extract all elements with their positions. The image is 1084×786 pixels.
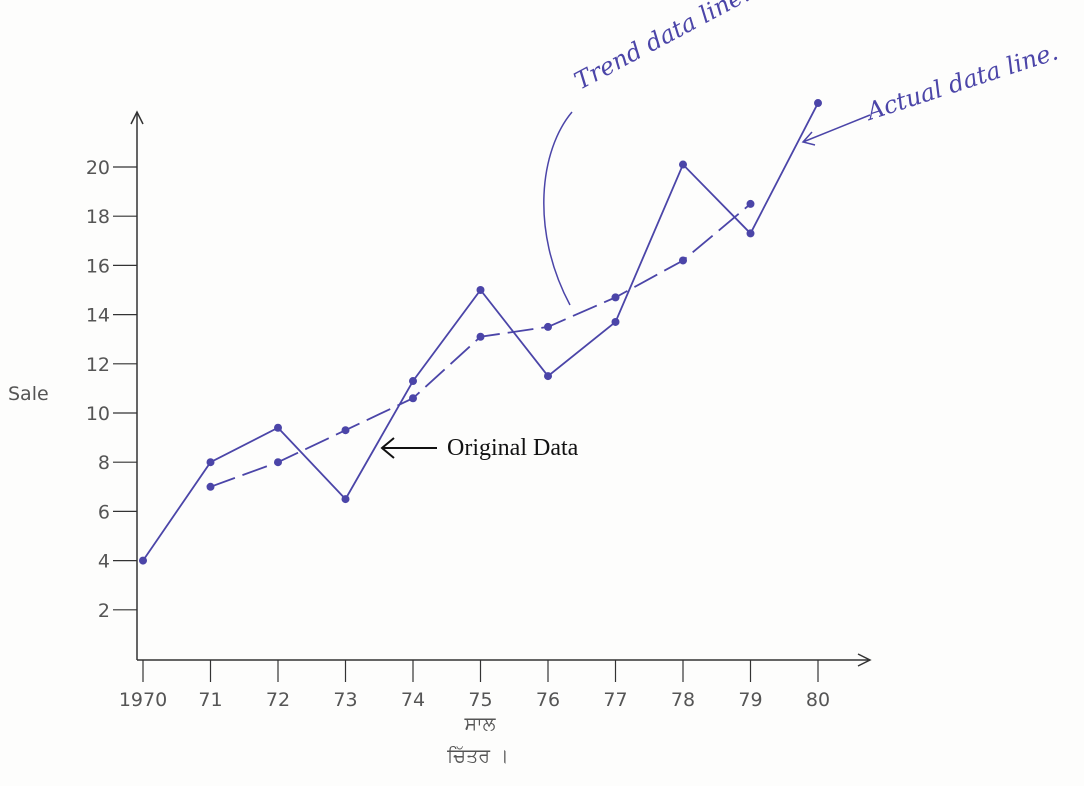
x-tick-label: 78 bbox=[671, 689, 695, 711]
data-point bbox=[409, 377, 417, 385]
data-point bbox=[679, 161, 687, 169]
data-point bbox=[274, 458, 282, 466]
y-tick-label: 12 bbox=[86, 354, 110, 376]
annotation: Original Data bbox=[447, 435, 579, 461]
data-point bbox=[477, 333, 485, 341]
y-tick-label: 16 bbox=[86, 255, 110, 277]
page: Sale ਸਾਲ ਚਿੱਤਰ । Original Data Trend dat… bbox=[0, 0, 1084, 786]
x-tick-label: 75 bbox=[468, 689, 492, 711]
y-tick-label: 6 bbox=[98, 501, 110, 523]
y-axis-label: Sale bbox=[8, 383, 49, 405]
data-point bbox=[342, 495, 350, 503]
x-tick-label: 77 bbox=[603, 689, 627, 711]
data-point bbox=[477, 286, 485, 294]
data-point bbox=[544, 372, 552, 380]
y-tick-label: 18 bbox=[86, 206, 110, 228]
chart: Sale ਸਾਲ ਚਿੱਤਰ । Original Data Trend dat… bbox=[0, 0, 1084, 786]
y-tick-label: 8 bbox=[98, 452, 110, 474]
data-point bbox=[747, 229, 755, 237]
x-tick-label: 74 bbox=[401, 689, 425, 711]
x-tick-label: 71 bbox=[198, 689, 222, 711]
y-tick-label: 2 bbox=[98, 600, 110, 622]
x-tick-label: 76 bbox=[536, 689, 560, 711]
data-point bbox=[679, 256, 687, 264]
caption: ਚਿੱਤਰ । bbox=[446, 745, 509, 767]
x-tick-label: 80 bbox=[806, 689, 830, 711]
data-point bbox=[612, 318, 620, 326]
y-tick-label: 20 bbox=[86, 157, 110, 179]
paper bbox=[0, 0, 1084, 786]
data-point bbox=[814, 99, 822, 107]
data-point bbox=[544, 323, 552, 331]
x-axis-label: ਸਾਲ bbox=[464, 713, 497, 735]
x-tick-label: 1970 bbox=[119, 689, 167, 711]
data-point bbox=[207, 483, 215, 491]
data-point bbox=[612, 293, 620, 301]
data-point bbox=[139, 557, 147, 565]
y-tick-label: 14 bbox=[86, 305, 110, 327]
data-point bbox=[747, 200, 755, 208]
data-point bbox=[207, 458, 215, 466]
y-tick-label: 4 bbox=[98, 551, 110, 573]
data-point bbox=[409, 394, 417, 402]
x-tick-label: 73 bbox=[333, 689, 357, 711]
data-point bbox=[342, 426, 350, 434]
y-tick-label: 10 bbox=[86, 403, 110, 425]
data-point bbox=[274, 424, 282, 432]
x-tick-label: 79 bbox=[738, 689, 762, 711]
x-tick-label: 72 bbox=[266, 689, 290, 711]
